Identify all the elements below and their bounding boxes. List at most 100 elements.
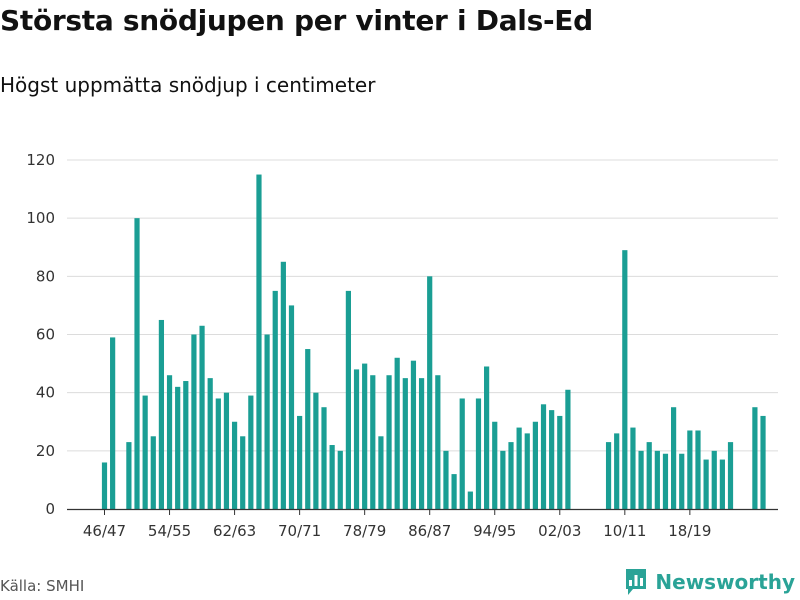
x-tick-label: 54/55 <box>148 522 191 540</box>
bar <box>500 450 506 509</box>
x-tick-label: 70/71 <box>278 522 321 540</box>
bar <box>183 381 189 509</box>
bar <box>711 450 717 509</box>
bar <box>370 375 376 509</box>
bar <box>158 319 165 509</box>
bar <box>386 375 392 509</box>
bar <box>557 415 563 509</box>
bar <box>199 325 205 509</box>
chart-subtitle: Högst uppmätta snödjup i centimeter <box>0 73 376 97</box>
bar-series <box>101 174 766 510</box>
x-tick-label: 86/87 <box>408 522 451 540</box>
bar <box>427 276 433 509</box>
bar <box>549 410 555 509</box>
bar <box>435 375 441 509</box>
bar <box>353 369 360 509</box>
bar <box>362 363 368 509</box>
bar <box>752 407 758 509</box>
bar <box>630 427 636 509</box>
bar <box>126 442 132 509</box>
bar <box>671 407 677 509</box>
x-tick-label: 94/95 <box>473 522 516 540</box>
bar <box>622 250 628 509</box>
y-tick-label: 60 <box>36 326 55 344</box>
y-tick-label: 100 <box>26 209 55 227</box>
bar <box>248 395 254 509</box>
bar <box>223 392 230 509</box>
bar <box>215 398 221 509</box>
bar <box>614 433 620 509</box>
bar <box>134 218 140 510</box>
y-axis-labels: 0 20 40 60 80 100 120 <box>26 151 55 518</box>
bar <box>418 378 425 510</box>
bar <box>166 375 173 509</box>
bar <box>337 450 343 509</box>
bar <box>272 290 278 510</box>
bar <box>605 442 612 509</box>
bar <box>703 459 709 509</box>
bar <box>175 386 181 509</box>
bar <box>532 421 538 509</box>
bar <box>329 445 335 509</box>
y-tick-label: 40 <box>36 384 55 402</box>
bar <box>410 360 417 509</box>
x-tick-label: 02/03 <box>538 522 581 540</box>
bar <box>638 450 644 509</box>
x-tick-label: 10/11 <box>603 522 646 540</box>
brand-logo: Newsworthy <box>624 567 795 597</box>
y-tick-label: 120 <box>26 151 55 169</box>
bar <box>191 334 197 509</box>
bar <box>654 450 660 509</box>
bar <box>256 174 262 510</box>
bar <box>516 427 522 509</box>
bar <box>565 389 571 509</box>
y-tick-label: 80 <box>36 267 55 285</box>
bar <box>231 421 238 509</box>
bar <box>451 474 457 509</box>
bar <box>305 349 311 509</box>
bar <box>687 430 693 509</box>
bar <box>719 459 725 509</box>
brand-name: Newsworthy <box>655 570 795 594</box>
x-tick-label: 18/19 <box>668 522 711 540</box>
bar <box>760 415 766 509</box>
bar <box>297 415 303 509</box>
bar <box>394 357 400 509</box>
bar <box>402 378 408 510</box>
x-tick-label: 62/63 <box>213 522 256 540</box>
bar <box>240 436 246 509</box>
bar <box>475 398 482 509</box>
bar <box>313 392 319 509</box>
bar <box>443 450 449 509</box>
bar <box>508 442 514 509</box>
bar <box>459 398 465 509</box>
bar <box>207 378 213 510</box>
x-axis: 46/47 54/55 62/63 70/71 78/79 86/87 94/95 02/03… <box>67 508 778 540</box>
bar <box>662 453 669 509</box>
bar <box>264 334 270 509</box>
bar <box>727 442 734 509</box>
bar <box>492 421 498 509</box>
bar <box>524 433 530 509</box>
bar-chart-flag-icon <box>626 569 647 595</box>
bar <box>695 430 701 509</box>
bar <box>467 491 473 509</box>
bar <box>101 462 108 509</box>
bar <box>679 453 685 509</box>
y-tick-label: 20 <box>36 442 55 460</box>
bar <box>345 290 351 510</box>
x-tick-label: 46/47 <box>83 522 126 540</box>
bar <box>150 436 156 509</box>
bar <box>142 395 148 509</box>
bar <box>378 436 384 509</box>
bar <box>484 366 490 509</box>
bar <box>540 404 547 509</box>
source-note: Källa: SMHI <box>0 577 85 595</box>
bar <box>646 442 652 509</box>
x-tick-label: 78/79 <box>343 522 386 540</box>
bar <box>110 337 116 509</box>
bar <box>321 407 327 509</box>
y-tick-label: 0 <box>45 500 55 518</box>
chart-title: Största snödjupen per vinter i Dals-Ed <box>0 4 593 37</box>
